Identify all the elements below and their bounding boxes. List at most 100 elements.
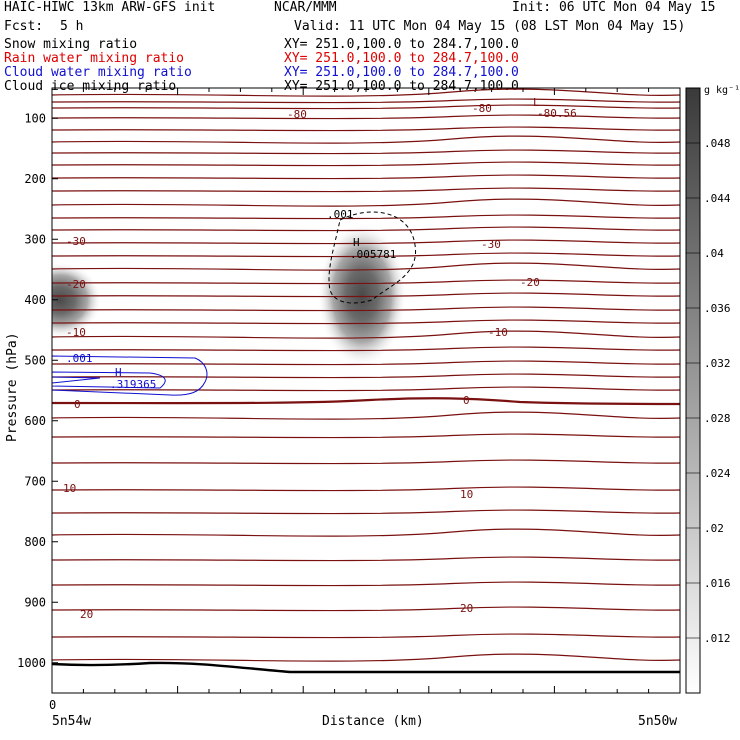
tlabel-m80-a: -80 <box>287 108 307 121</box>
field-xy-cloudwater: XY= 251.0,100.0 to 284.7,100.0 <box>284 65 519 80</box>
temperature-contour <box>52 459 680 465</box>
ice-max-mark: H <box>353 236 360 249</box>
temperature-contour <box>52 556 680 562</box>
temperature-contour <box>52 373 680 379</box>
fcst-label: Fcst: <box>4 19 44 34</box>
y-tick-label: 1000 <box>17 656 46 670</box>
x-right-label: 5n50w <box>638 714 677 729</box>
temperature-contour <box>52 174 680 180</box>
ice-shading-left <box>52 262 102 338</box>
temperature-contour <box>52 88 680 97</box>
field-xy-rain: XY= 251.0,100.0 to 284.7,100.0 <box>284 51 519 66</box>
y-tick-label: 100 <box>24 111 46 125</box>
temperature-contour <box>52 581 680 587</box>
colorbar-tick-label: .036 <box>704 302 731 315</box>
y-tick-label: 300 <box>24 232 46 246</box>
temperature-contour <box>52 509 680 515</box>
colorbar-tick-label: .04 <box>704 247 724 260</box>
temperature-contour <box>52 114 680 120</box>
colorbar-tick-label: .02 <box>704 522 724 535</box>
colorbar-tick-label: .028 <box>704 412 731 425</box>
ice-max-value: .005781 <box>350 248 396 261</box>
colorbar-tick-label: .032 <box>704 357 731 370</box>
temperature-contour <box>52 292 680 298</box>
tlabel-m30-b: -30 <box>481 238 501 251</box>
temperature-contour <box>52 633 680 639</box>
temperature-contour <box>52 135 680 144</box>
ice-contour-dashed <box>328 211 416 304</box>
tlabel-m20-b: -20 <box>520 276 540 289</box>
cloudwater-max-mark: H <box>115 366 122 379</box>
temperature-contour <box>52 411 680 420</box>
temperature-contour <box>52 98 680 104</box>
x-start-tick: 0 <box>49 698 56 712</box>
temperature-contour <box>52 149 680 155</box>
temperature-contour <box>52 653 680 662</box>
temperature-contour <box>52 161 680 167</box>
colorbar-tick-label: .016 <box>704 577 731 590</box>
tlabel-20-a: 20 <box>80 608 93 621</box>
temperature-contour <box>52 606 680 612</box>
y-tick-label: 700 <box>24 474 46 488</box>
terrain-line <box>52 661 680 674</box>
temperature-contour <box>52 198 680 207</box>
x-axis-title: Distance (km) <box>322 714 424 729</box>
temperature-contour <box>52 346 680 352</box>
field-name-cloudwater: Cloud water mixing ratio <box>4 65 192 80</box>
temperature-contour <box>52 528 680 537</box>
y-tick-label: 900 <box>24 595 46 609</box>
y-tick-label: 200 <box>24 172 46 186</box>
ice-level-label: .001 <box>327 208 354 221</box>
cloudwater-level-label: .001 <box>66 352 93 365</box>
colorbar-tick-label: .044 <box>704 192 731 205</box>
cloudwater-inner <box>52 371 166 389</box>
org-label: NCAR/MMM <box>274 0 337 15</box>
tlabel-20-b: 20 <box>460 602 473 615</box>
cloudwater-max-value: .319365 <box>110 378 156 391</box>
temperature-contour <box>52 104 680 110</box>
field-name-snow: Snow mixing ratio <box>4 37 138 52</box>
temperature-contour <box>52 386 680 392</box>
temperature-contour <box>52 252 680 258</box>
cloudwater-inner-2 <box>52 376 101 384</box>
y-tick-label: 500 <box>24 353 46 367</box>
chart-title: HAIC-HIWC 13km ARW-GFS init <box>4 0 216 15</box>
y-axis-title: Pressure (hPa) <box>5 332 20 442</box>
temperature-contour <box>52 214 680 220</box>
field-xy-cloudice: XY= 251.0,100.0 to 284.7,100.0 <box>284 79 519 94</box>
y-tick-label: 800 <box>24 535 46 549</box>
y-tick-label: 600 <box>24 414 46 428</box>
temperature-contour <box>52 226 680 232</box>
temperature-contour <box>52 262 680 271</box>
low-value: -80.56 <box>537 107 577 120</box>
colorbar-tick-label: .012 <box>704 632 731 645</box>
temperature-contour <box>52 486 680 492</box>
tlabel-0-b: 0 <box>463 394 470 407</box>
x-left-label: 5n54w <box>52 714 91 729</box>
tlabel-m10-b: -10 <box>488 326 508 339</box>
tlabel-m30-a: -30 <box>66 235 86 248</box>
temperature-contour <box>52 279 680 285</box>
temperature-contour <box>52 187 680 193</box>
colorbar-tick-label: .024 <box>704 467 731 480</box>
tlabel-10-b: 10 <box>460 488 473 501</box>
temperature-contour <box>52 239 680 245</box>
init-time: Init: 06 UTC Mon 04 May 15 <box>512 0 716 15</box>
zero-contour <box>52 397 680 406</box>
temperature-contour <box>52 306 680 312</box>
valid-time: Valid: 11 UTC Mon 04 May 15 (08 LST Mon … <box>294 19 686 34</box>
tlabel-m20-a: -20 <box>66 278 86 291</box>
cloudwater-contour <box>52 355 208 396</box>
colorbar-unit: g kg⁻¹ <box>704 85 740 96</box>
field-xy-snow: XY= 251.0,100.0 to 284.7,100.0 <box>284 37 519 52</box>
field-name-rain: Rain water mixing ratio <box>4 51 185 66</box>
temperature-contour <box>52 433 680 439</box>
tlabel-m80-b: -80 <box>472 102 492 115</box>
colorbar <box>685 87 701 694</box>
low-mark: L <box>533 96 540 109</box>
tlabel-10-a: 10 <box>63 482 76 495</box>
temperature-contour <box>52 360 680 366</box>
tlabel-m10-a: -10 <box>66 326 86 339</box>
temperature-contour <box>52 330 680 339</box>
